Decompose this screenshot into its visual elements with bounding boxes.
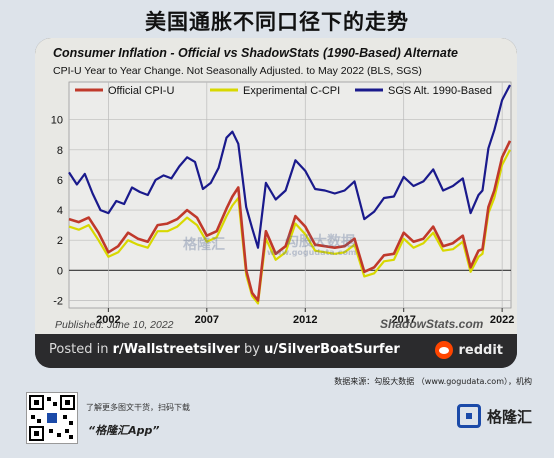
y-tick-label: 0: [57, 265, 63, 277]
reddit-brand: reddit: [435, 341, 503, 359]
source-line: 数据来源：勾股大数据 （www.gogudata.com），机构: [334, 377, 532, 386]
series-line-experimental-c-cpi: [68, 149, 511, 305]
y-tick-label: 10: [51, 115, 63, 127]
chart-brand: ShadowStats.com: [380, 317, 484, 331]
legend-label: Experimental C-CPI: [243, 85, 340, 97]
series-line-official-cpi-u: [68, 140, 512, 302]
reddit-wordmark: reddit: [458, 342, 503, 358]
by-label: by: [239, 342, 265, 357]
watermark-brand: 格隆汇: [183, 237, 225, 253]
qr-code-icon: [26, 392, 78, 444]
brand-icon: [456, 404, 481, 428]
chart-title: Consumer Inflation - Official vs ShadowS…: [53, 46, 458, 60]
y-tick-label: 6: [57, 175, 63, 187]
x-tick-label: 2012: [293, 314, 317, 326]
user-link[interactable]: u/SilverBoatSurfer: [264, 342, 400, 357]
post-attribution: Posted in r/Wallstreetsilver by u/Silver…: [49, 342, 400, 357]
legend-label: SGS Alt. 1990-Based: [388, 85, 492, 97]
chart-subtitle: CPI-U Year to Year Change. Not Seasonall…: [53, 65, 422, 77]
y-tick-label: -2: [53, 295, 63, 307]
x-tick-label: 2017: [391, 314, 415, 326]
reddit-footer: Posted in r/Wallstreetsilver by u/Silver…: [35, 334, 517, 368]
posted-in-label: Posted in: [49, 342, 113, 357]
chart-card: Consumer Inflation - Official vs ShadowS…: [35, 38, 517, 368]
legend-label: Official CPI-U: [108, 85, 174, 97]
series-line-sgs-alt-1990-based: [68, 84, 511, 249]
x-tick-label: 2022: [490, 314, 514, 326]
x-tick-label: 2002: [96, 314, 120, 326]
brand-logo: 格隆汇: [456, 404, 532, 428]
y-tick-label: 2: [57, 235, 63, 247]
watermark-url: www.gogudata.com: [267, 248, 357, 257]
published-date: Published: June 10, 2022: [55, 319, 174, 331]
subreddit-link[interactable]: r/Wallstreetsilver: [112, 342, 240, 357]
y-tick-label: 8: [57, 145, 63, 157]
page-title: 美国通胀不同口径下的走势: [145, 10, 409, 34]
reddit-icon: [435, 341, 454, 359]
y-tick-label: 4: [57, 205, 63, 217]
promo-app: “格隆汇App”: [88, 424, 160, 437]
plot-area: [68, 81, 512, 309]
promo-line: 了解更多图文干货，扫码下载: [86, 403, 190, 412]
chart-panel: Consumer Inflation - Official vs ShadowS…: [35, 38, 517, 334]
inflation-chart: Consumer Inflation - Official vs ShadowS…: [51, 46, 515, 331]
x-tick-label: 2007: [195, 314, 219, 326]
brand-name: 格隆汇: [486, 407, 532, 426]
watermark-data: 勾股大数据: [285, 234, 355, 250]
